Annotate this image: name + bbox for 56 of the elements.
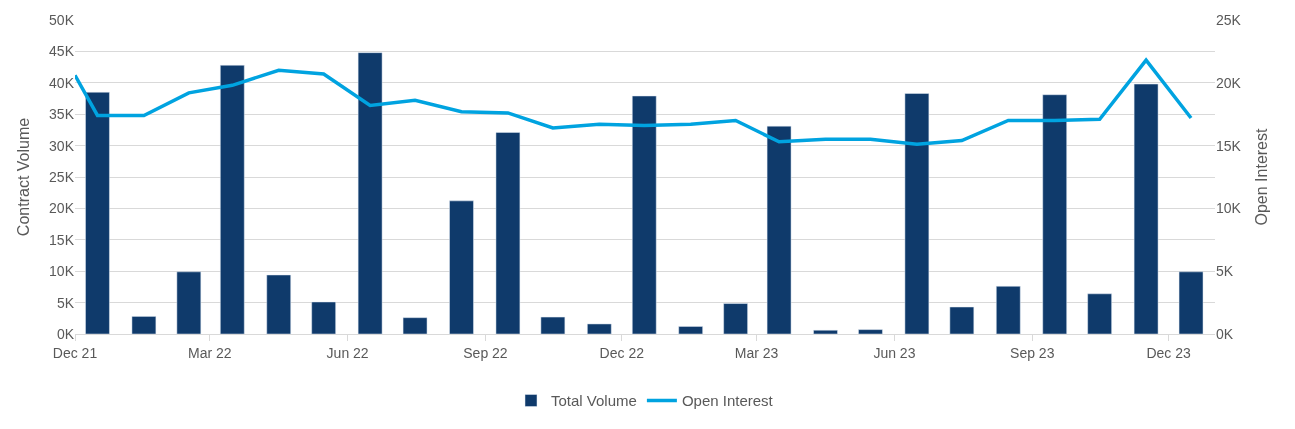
y2-tick-label: 0K bbox=[1216, 325, 1234, 342]
x-tick-label: Jun 22 bbox=[326, 344, 369, 361]
y-axis-title: Contract Volume bbox=[14, 117, 32, 237]
y-tick-label: 45K bbox=[49, 43, 75, 60]
y2-axis-title: Open Interest bbox=[1253, 127, 1271, 226]
y-tick-label: 25K bbox=[49, 168, 75, 185]
bar bbox=[996, 286, 1021, 334]
x-tick-label: Dec 21 bbox=[52, 344, 98, 361]
bar bbox=[220, 64, 245, 334]
bar bbox=[678, 326, 703, 334]
y-tick-label: 50K bbox=[49, 11, 75, 28]
y-tick-label: 20K bbox=[49, 200, 75, 217]
x-tick-label: Dec 23 bbox=[1146, 344, 1191, 361]
bar bbox=[357, 52, 383, 334]
x-tick-label: Sep 22 bbox=[463, 344, 508, 361]
x-tick-label: Sep 23 bbox=[1010, 344, 1055, 361]
bar bbox=[311, 301, 336, 334]
bar bbox=[858, 329, 883, 334]
bar bbox=[495, 132, 521, 334]
bar bbox=[1178, 271, 1204, 334]
y2-tick-label: 20K bbox=[1216, 74, 1242, 91]
line-series bbox=[75, 58, 1193, 147]
y2-tick-label: 10K bbox=[1216, 200, 1242, 217]
x-tick-label: Mar 23 bbox=[734, 344, 779, 361]
y-tick-label: 30K bbox=[49, 137, 75, 154]
bar bbox=[904, 93, 930, 334]
bar bbox=[449, 200, 474, 334]
bar bbox=[587, 323, 612, 334]
bar bbox=[85, 91, 110, 334]
bar bbox=[949, 306, 975, 334]
legend-label: Open Interest bbox=[681, 392, 774, 410]
y-tick-label: 0K bbox=[56, 325, 75, 342]
bar bbox=[1133, 83, 1159, 334]
bar bbox=[632, 95, 657, 334]
legend-label: Total Volume bbox=[551, 392, 637, 410]
bar bbox=[766, 125, 792, 334]
y-tick-label: 10K bbox=[49, 263, 75, 280]
bar bbox=[1042, 94, 1067, 334]
x-tick-label: Jun 23 bbox=[873, 344, 916, 361]
bar bbox=[176, 271, 202, 334]
y-tick-label: 35K bbox=[49, 106, 75, 123]
bar bbox=[540, 316, 566, 334]
x-tick-label: Mar 22 bbox=[188, 344, 232, 361]
bar bbox=[131, 316, 157, 334]
y2-tick-label: 5K bbox=[1216, 263, 1234, 280]
x-tick-label: Dec 22 bbox=[599, 344, 645, 361]
y-tick-label: 15K bbox=[49, 231, 75, 248]
y-tick-label: 5K bbox=[56, 294, 75, 311]
bar bbox=[813, 329, 838, 334]
bar bbox=[266, 274, 291, 334]
y2-tick-label: 15K bbox=[1216, 137, 1242, 154]
bar bbox=[402, 317, 428, 334]
bar bbox=[723, 303, 748, 334]
bar bbox=[1087, 293, 1112, 334]
y2-tick-label: 25K bbox=[1216, 11, 1242, 28]
y-tick-label: 40K bbox=[49, 74, 75, 91]
